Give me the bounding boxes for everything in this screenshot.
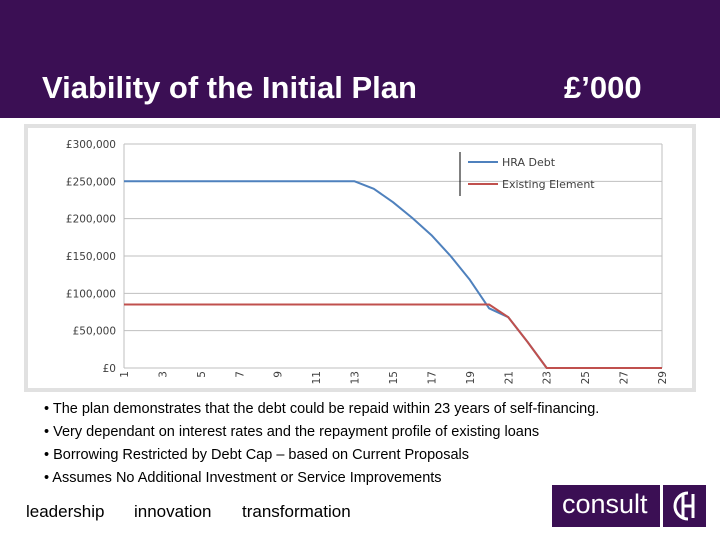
y-tick-label: £300,000 [66, 139, 116, 151]
bullet-list: • The plan demonstrates that the debt co… [44, 398, 704, 490]
tagline-innovation: innovation [134, 502, 212, 521]
chart-frame: £0 £50,000 £100,000 £150,000 £200,000 £250,00… [24, 124, 696, 392]
x-tick-label: 23 [542, 371, 554, 384]
unit-label: £’000 [564, 70, 642, 105]
y-tick-label: £100,000 [66, 288, 116, 300]
x-tick-label: 13 [350, 371, 362, 384]
x-tick-label: 9 [273, 371, 285, 378]
x-tick-label: 19 [465, 371, 477, 384]
x-tick-label: 27 [619, 371, 631, 384]
cih-mark-icon [673, 491, 695, 521]
series-line-hra-debt [124, 180, 662, 369]
header-bar: Viability of the Initial Plan £’000 [0, 0, 720, 118]
logo-separator [660, 485, 663, 527]
bullet-item: • Very dependant on interest rates and t… [44, 424, 540, 440]
debt-chart: £0 £50,000 £100,000 £150,000 £200,000 £250,00… [66, 139, 669, 384]
x-tick-label: 7 [234, 371, 246, 378]
bullet-item: • Assumes No Additional Investment or Se… [44, 470, 442, 486]
y-tick-label: £250,000 [66, 176, 116, 188]
slide-title: Viability of the Initial Plan [42, 70, 417, 105]
x-tick-label: 11 [311, 371, 323, 384]
y-tick-label: £50,000 [73, 326, 116, 338]
y-tick-label: £0 [103, 363, 116, 375]
x-tick-label: 1 [119, 371, 131, 378]
tagline-transformation: transformation [242, 502, 351, 521]
x-tick-label: 3 [157, 371, 169, 378]
x-tick-label: 15 [388, 371, 400, 384]
legend-label: Existing Element [502, 178, 595, 191]
bullet-item: • The plan demonstrates that the debt co… [44, 401, 600, 417]
x-tick-label: 17 [426, 371, 438, 384]
tagline-leadership: leadership [26, 502, 105, 521]
legend-label: HRA Debt [502, 156, 556, 169]
bullet-item: • Borrowing Restricted by Debt Cap – bas… [44, 447, 469, 463]
chart-area: £0 £50,000 £100,000 £150,000 £200,000 £250,00… [28, 128, 692, 388]
series-line-existing-element [124, 303, 662, 369]
logo-text: consult [562, 489, 648, 519]
consult-logo: consult [552, 485, 706, 527]
y-tick-label: £200,000 [66, 214, 116, 226]
x-tick-label: 21 [503, 371, 515, 384]
x-tick-label: 5 [196, 371, 208, 378]
y-tick-label: £150,000 [66, 251, 116, 263]
x-tick-label: 25 [580, 371, 592, 384]
x-tick-label: 29 [657, 371, 669, 384]
